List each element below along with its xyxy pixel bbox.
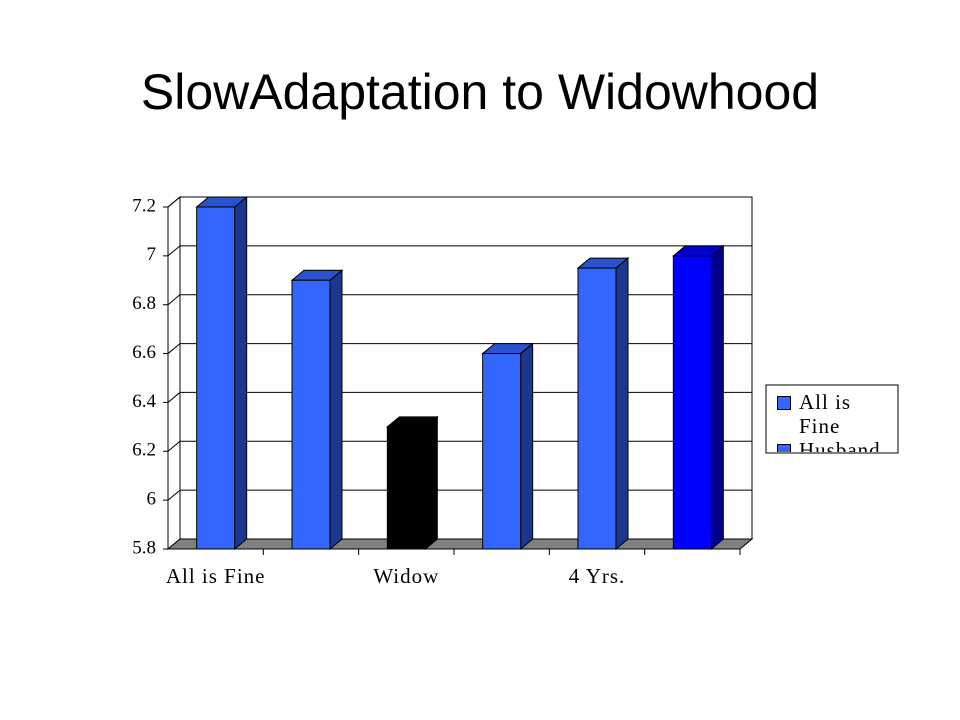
- legend-swatch: [777, 396, 791, 410]
- x-tick-label: All is Fine: [165, 564, 266, 588]
- floor: [166, 538, 754, 550]
- y-tick-label: 6.8: [132, 293, 156, 314]
- y-tick-label: 6.4: [132, 391, 156, 412]
- x-label-box: All is Fine: [165, 564, 266, 588]
- bar-side: [615, 257, 629, 551]
- bar-front: [672, 255, 712, 550]
- grid-line: [167, 489, 752, 501]
- bar-front: [291, 279, 331, 550]
- bar-front: [577, 267, 617, 550]
- legend-label: Husband: [799, 438, 881, 452]
- bar: [385, 415, 439, 551]
- grid-line: [167, 245, 752, 257]
- grid-line: [167, 440, 752, 452]
- back-wall: [179, 196, 753, 540]
- bar: [195, 195, 249, 551]
- x-tick-label: 4 Yrs.: [568, 564, 626, 588]
- grid-line: [167, 391, 752, 403]
- grid-line: [167, 196, 752, 208]
- y-tick-label: 6.2: [132, 440, 156, 461]
- bar: [576, 257, 630, 551]
- legend-list: All is Fine Husband: [767, 386, 897, 452]
- bar-front: [482, 353, 522, 550]
- side-wall: [167, 195, 181, 551]
- legend-label: All is Fine: [799, 390, 852, 438]
- y-tick-label: 6: [147, 489, 157, 510]
- legend-swatch: [777, 444, 791, 452]
- bar-side: [424, 415, 438, 551]
- y-tick-label: 6.6: [132, 342, 156, 363]
- bar-side: [520, 342, 534, 551]
- x-tick-label: Widow: [373, 564, 440, 588]
- bar: [481, 342, 535, 551]
- y-tick-label: 7: [147, 244, 157, 265]
- y-tick-label: 5.8: [132, 537, 156, 558]
- x-label-box: 4 Yrs.: [568, 564, 626, 588]
- bar-front: [196, 206, 236, 550]
- grid-line: [167, 294, 752, 306]
- bar: [290, 269, 344, 551]
- legend-entry: Husband: [773, 438, 891, 452]
- bar-side: [710, 244, 724, 551]
- y-tick-label: 7.2: [132, 195, 156, 216]
- grid-line: [167, 343, 752, 354]
- bar: [671, 244, 725, 551]
- bar-side: [234, 195, 248, 551]
- x-label-box: Widow: [373, 564, 440, 588]
- bar-side: [329, 269, 343, 551]
- chart-title: SlowAdaptation to Widowhood: [141, 64, 819, 120]
- bar-front: [386, 426, 426, 550]
- legend-entry: All is Fine: [773, 390, 891, 438]
